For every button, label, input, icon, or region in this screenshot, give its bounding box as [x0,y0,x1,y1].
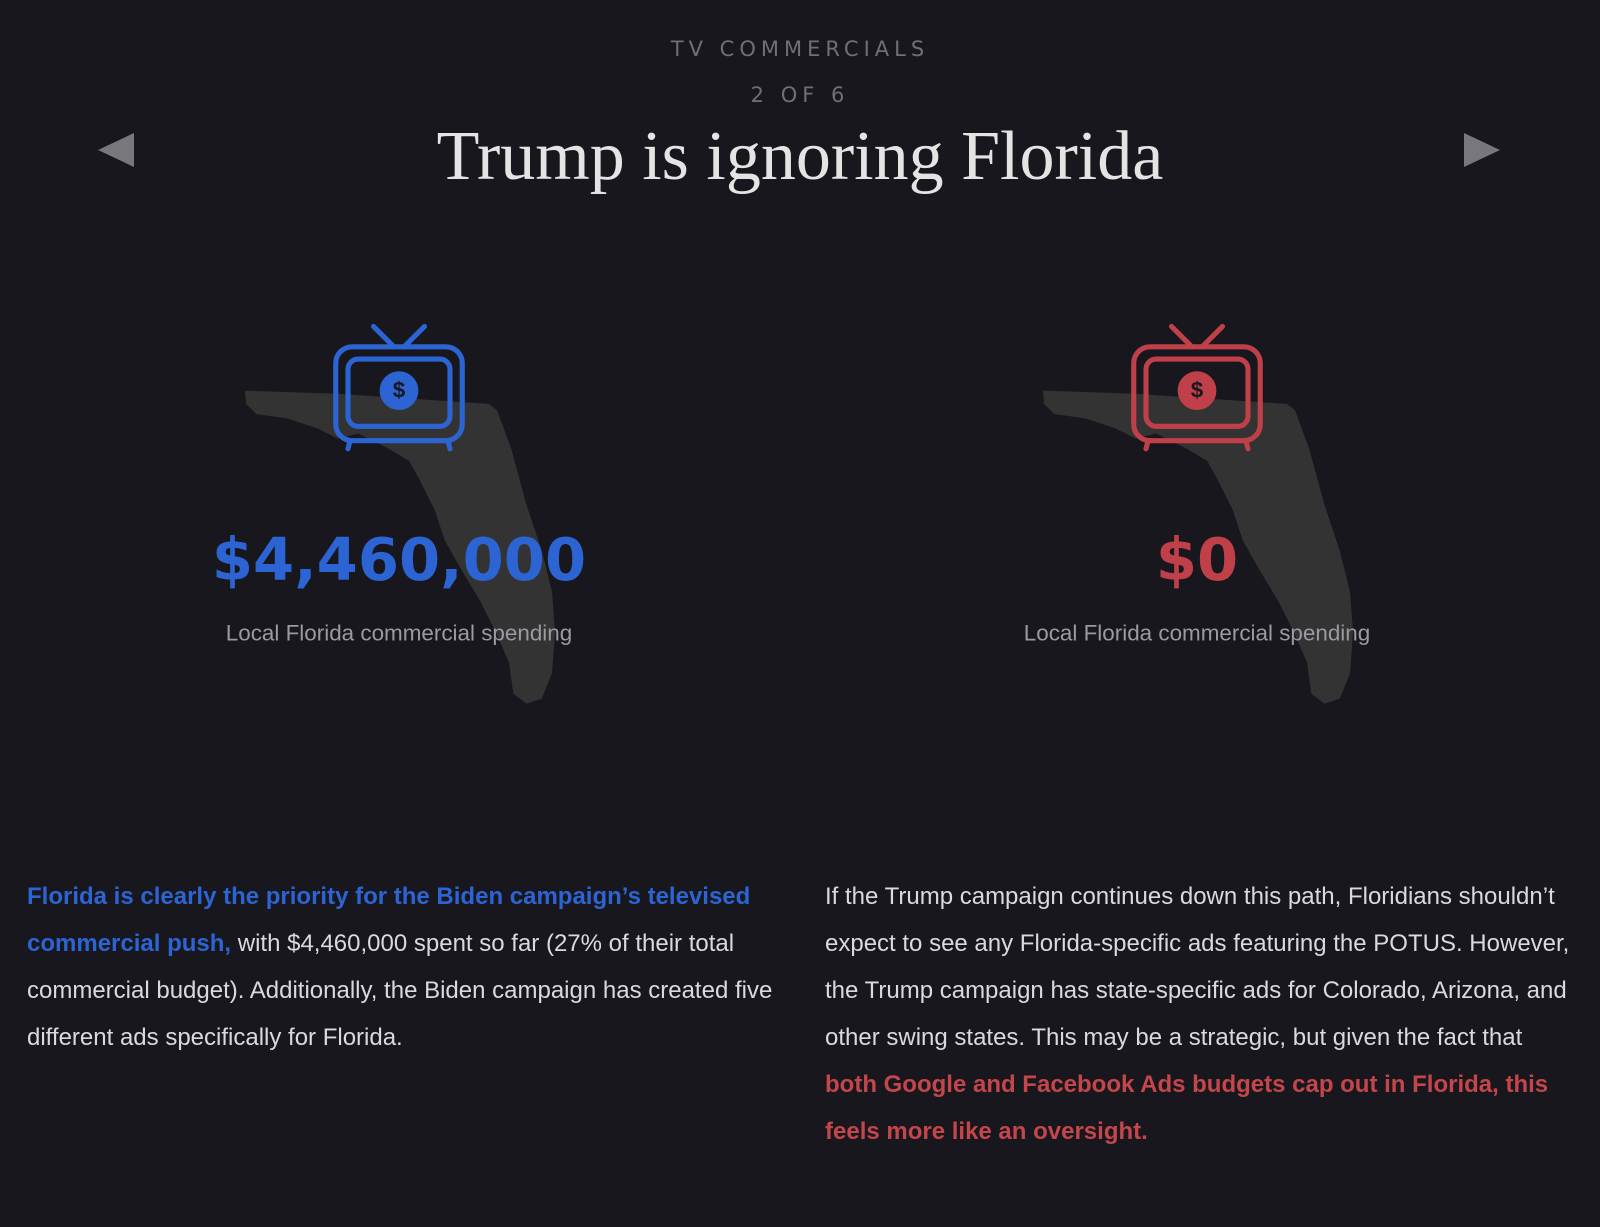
body-text: with $4,460,000 spent so far (27% of the… [27,930,773,1051]
caption: Local Florida commercial spending [226,620,572,645]
body-text: If the Trump campaign continues down thi… [825,883,1570,1051]
florida-map [1042,390,1354,704]
highlight: Florida is clearly the priority for the … [27,883,751,957]
caption: Local Florida commercial spending [1024,620,1370,645]
amount: $0 [1156,525,1238,594]
dollar-symbol: $ [393,378,406,403]
trump-panel: $ $0 Local Florida commercial spending [1024,323,1370,704]
slide-title: Trump is ignoring Florida [437,118,1164,195]
prev-arrow[interactable] [98,133,134,167]
biden-panel: $ $4,460,000 Local Florida commercial sp… [212,323,586,704]
dollar-symbol: $ [1191,378,1204,403]
paragraph: Florida is clearly the priority for the … [27,873,787,1061]
next-arrow[interactable] [1464,133,1500,167]
slide-counter: 2 OF 6 [751,83,850,107]
highlight: both Google and Facebook Ads budgets cap… [825,1071,1549,1145]
tv-icon [333,323,465,452]
dollar-badge [379,371,419,411]
dollar-badge [1177,371,1217,411]
slide-header: TV COMMERCIALS 2 OF 6 Trump is ignoring … [98,37,1500,704]
section-label: TV COMMERCIALS [670,37,929,61]
paragraph: If the Trump campaign continues down thi… [825,873,1580,1155]
amount: $4,460,000 [212,525,586,594]
tv-icon [1131,323,1263,452]
florida-map [244,390,556,704]
